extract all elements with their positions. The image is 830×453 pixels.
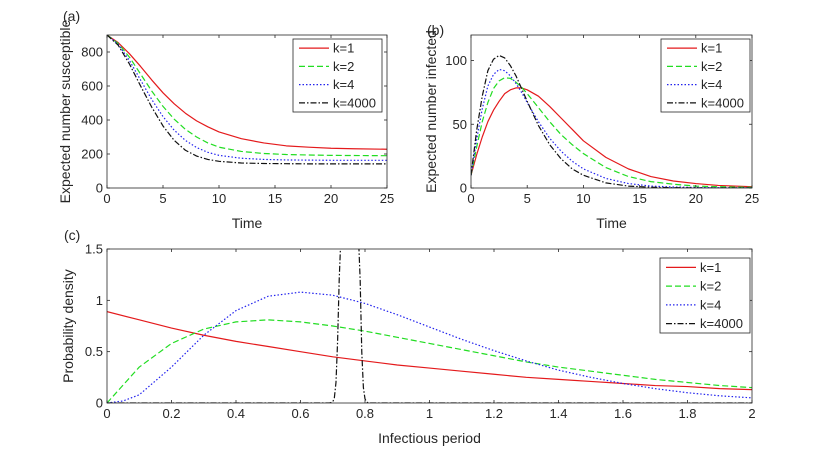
legend-label: k=4000 (700, 316, 743, 331)
legend-label: k=4 (701, 77, 722, 92)
x-axis-label: Infectious period (378, 430, 481, 446)
axes-box (106, 34, 388, 189)
x-tick-label: 20 (689, 191, 703, 206)
legend-label: k=2 (700, 279, 721, 294)
y-tick-label: 600 (81, 79, 103, 94)
y-tick-label: 1.5 (85, 242, 103, 257)
series-line-k4000 (107, 249, 752, 403)
panel-label: (a) (63, 8, 80, 24)
x-tick-label: 20 (324, 191, 338, 206)
x-tick-label: 0.2 (162, 406, 180, 421)
series-line-k1 (107, 35, 387, 150)
x-tick-label: 25 (745, 191, 759, 206)
series-line-k4 (107, 35, 387, 161)
series-line-k4 (471, 68, 752, 188)
legend-box (660, 38, 751, 113)
x-tick-label: 15 (268, 191, 282, 206)
legend-label: k=2 (701, 59, 722, 74)
y-tick-label: 0 (96, 396, 103, 411)
legend: k=1 k=2 k=4 k=4000 (660, 38, 751, 113)
legend-label: k=1 (333, 41, 354, 56)
x-tick-label: 1.4 (549, 406, 567, 421)
x-tick-label: 10 (576, 191, 590, 206)
y-axis-label: Probability density (60, 269, 76, 383)
y-tick-label: 800 (81, 45, 103, 60)
legend-box (659, 257, 751, 334)
series-line-k1 (107, 311, 752, 391)
panel-b: 0 5 10 15 20 25 0 50 100 Time Expected number infe… (423, 22, 759, 231)
y-tick-label: 200 (81, 147, 103, 162)
legend: k=1 k=2 k=4 k=4000 (659, 257, 751, 334)
x-tick-label: 0 (103, 191, 110, 206)
series-line-k4000 (107, 35, 387, 165)
x-tick-label: 1 (426, 406, 433, 421)
x-tick-label: 25 (380, 191, 394, 206)
y-tick-label: 1 (96, 293, 103, 308)
y-axis-label: Expected number infected (423, 30, 439, 193)
x-tick-label: 0.4 (227, 406, 245, 421)
legend: k=1 k=2 k=4 k=4000 (292, 38, 383, 113)
legend-label: k=4 (333, 77, 354, 92)
legend-label: k=1 (700, 260, 721, 275)
x-tick-label: 1.2 (485, 406, 503, 421)
series-line-k2 (471, 77, 752, 188)
x-tick-label: 1.8 (678, 406, 696, 421)
series-line-k2 (107, 35, 387, 157)
x-tick-label: 15 (632, 191, 646, 206)
x-tick-label: 10 (212, 191, 226, 206)
x-tick-label: 1.6 (614, 406, 632, 421)
panel-label: (b) (427, 22, 444, 38)
x-tick-label: 0 (103, 406, 110, 421)
x-tick-label: 2 (748, 406, 755, 421)
panel-c: 0 0.2 0.4 0.6 0.8 1 1.2 1.4 1.6 1.8 2 0 0.5 1 1.5 Infec… (60, 227, 756, 446)
y-tick-label: 50 (453, 117, 467, 132)
y-tick-label: 100 (445, 53, 467, 68)
y-tick-label: 400 (81, 113, 103, 128)
x-tick-label: 0 (467, 191, 474, 206)
series-group-b (471, 54, 752, 188)
x-axis-label: Time (596, 215, 627, 231)
x-tick-label: 0.6 (291, 406, 309, 421)
y-tick-label: 0.5 (85, 344, 103, 359)
x-tick-label: 5 (524, 191, 531, 206)
y-tick-label: 0 (460, 181, 467, 196)
series-line-k1 (471, 87, 752, 188)
series-line-k4000 (471, 54, 752, 188)
panel-a: 0 5 10 15 20 25 0 200 400 600 800 Time Expected numb… (57, 8, 394, 231)
series-line-k4 (107, 291, 752, 403)
panel-label: (c) (64, 227, 80, 243)
y-axis-label: Expected number susceptible (57, 19, 73, 203)
x-tick-label: 0.8 (356, 406, 374, 421)
legend-label: k=2 (333, 59, 354, 74)
series-group-c (107, 249, 752, 403)
x-axis-label: Time (232, 215, 263, 231)
y-tick-label: 0 (96, 181, 103, 196)
legend-label: k=4000 (701, 95, 744, 110)
legend-label: k=1 (701, 41, 722, 56)
series-line-k2 (107, 319, 752, 403)
legend-label: k=4 (700, 297, 721, 312)
axes-box (470, 34, 753, 189)
legend-label: k=4000 (333, 95, 376, 110)
legend-box (292, 38, 383, 113)
series-group-a (107, 35, 387, 165)
x-tick-label: 5 (159, 191, 166, 206)
